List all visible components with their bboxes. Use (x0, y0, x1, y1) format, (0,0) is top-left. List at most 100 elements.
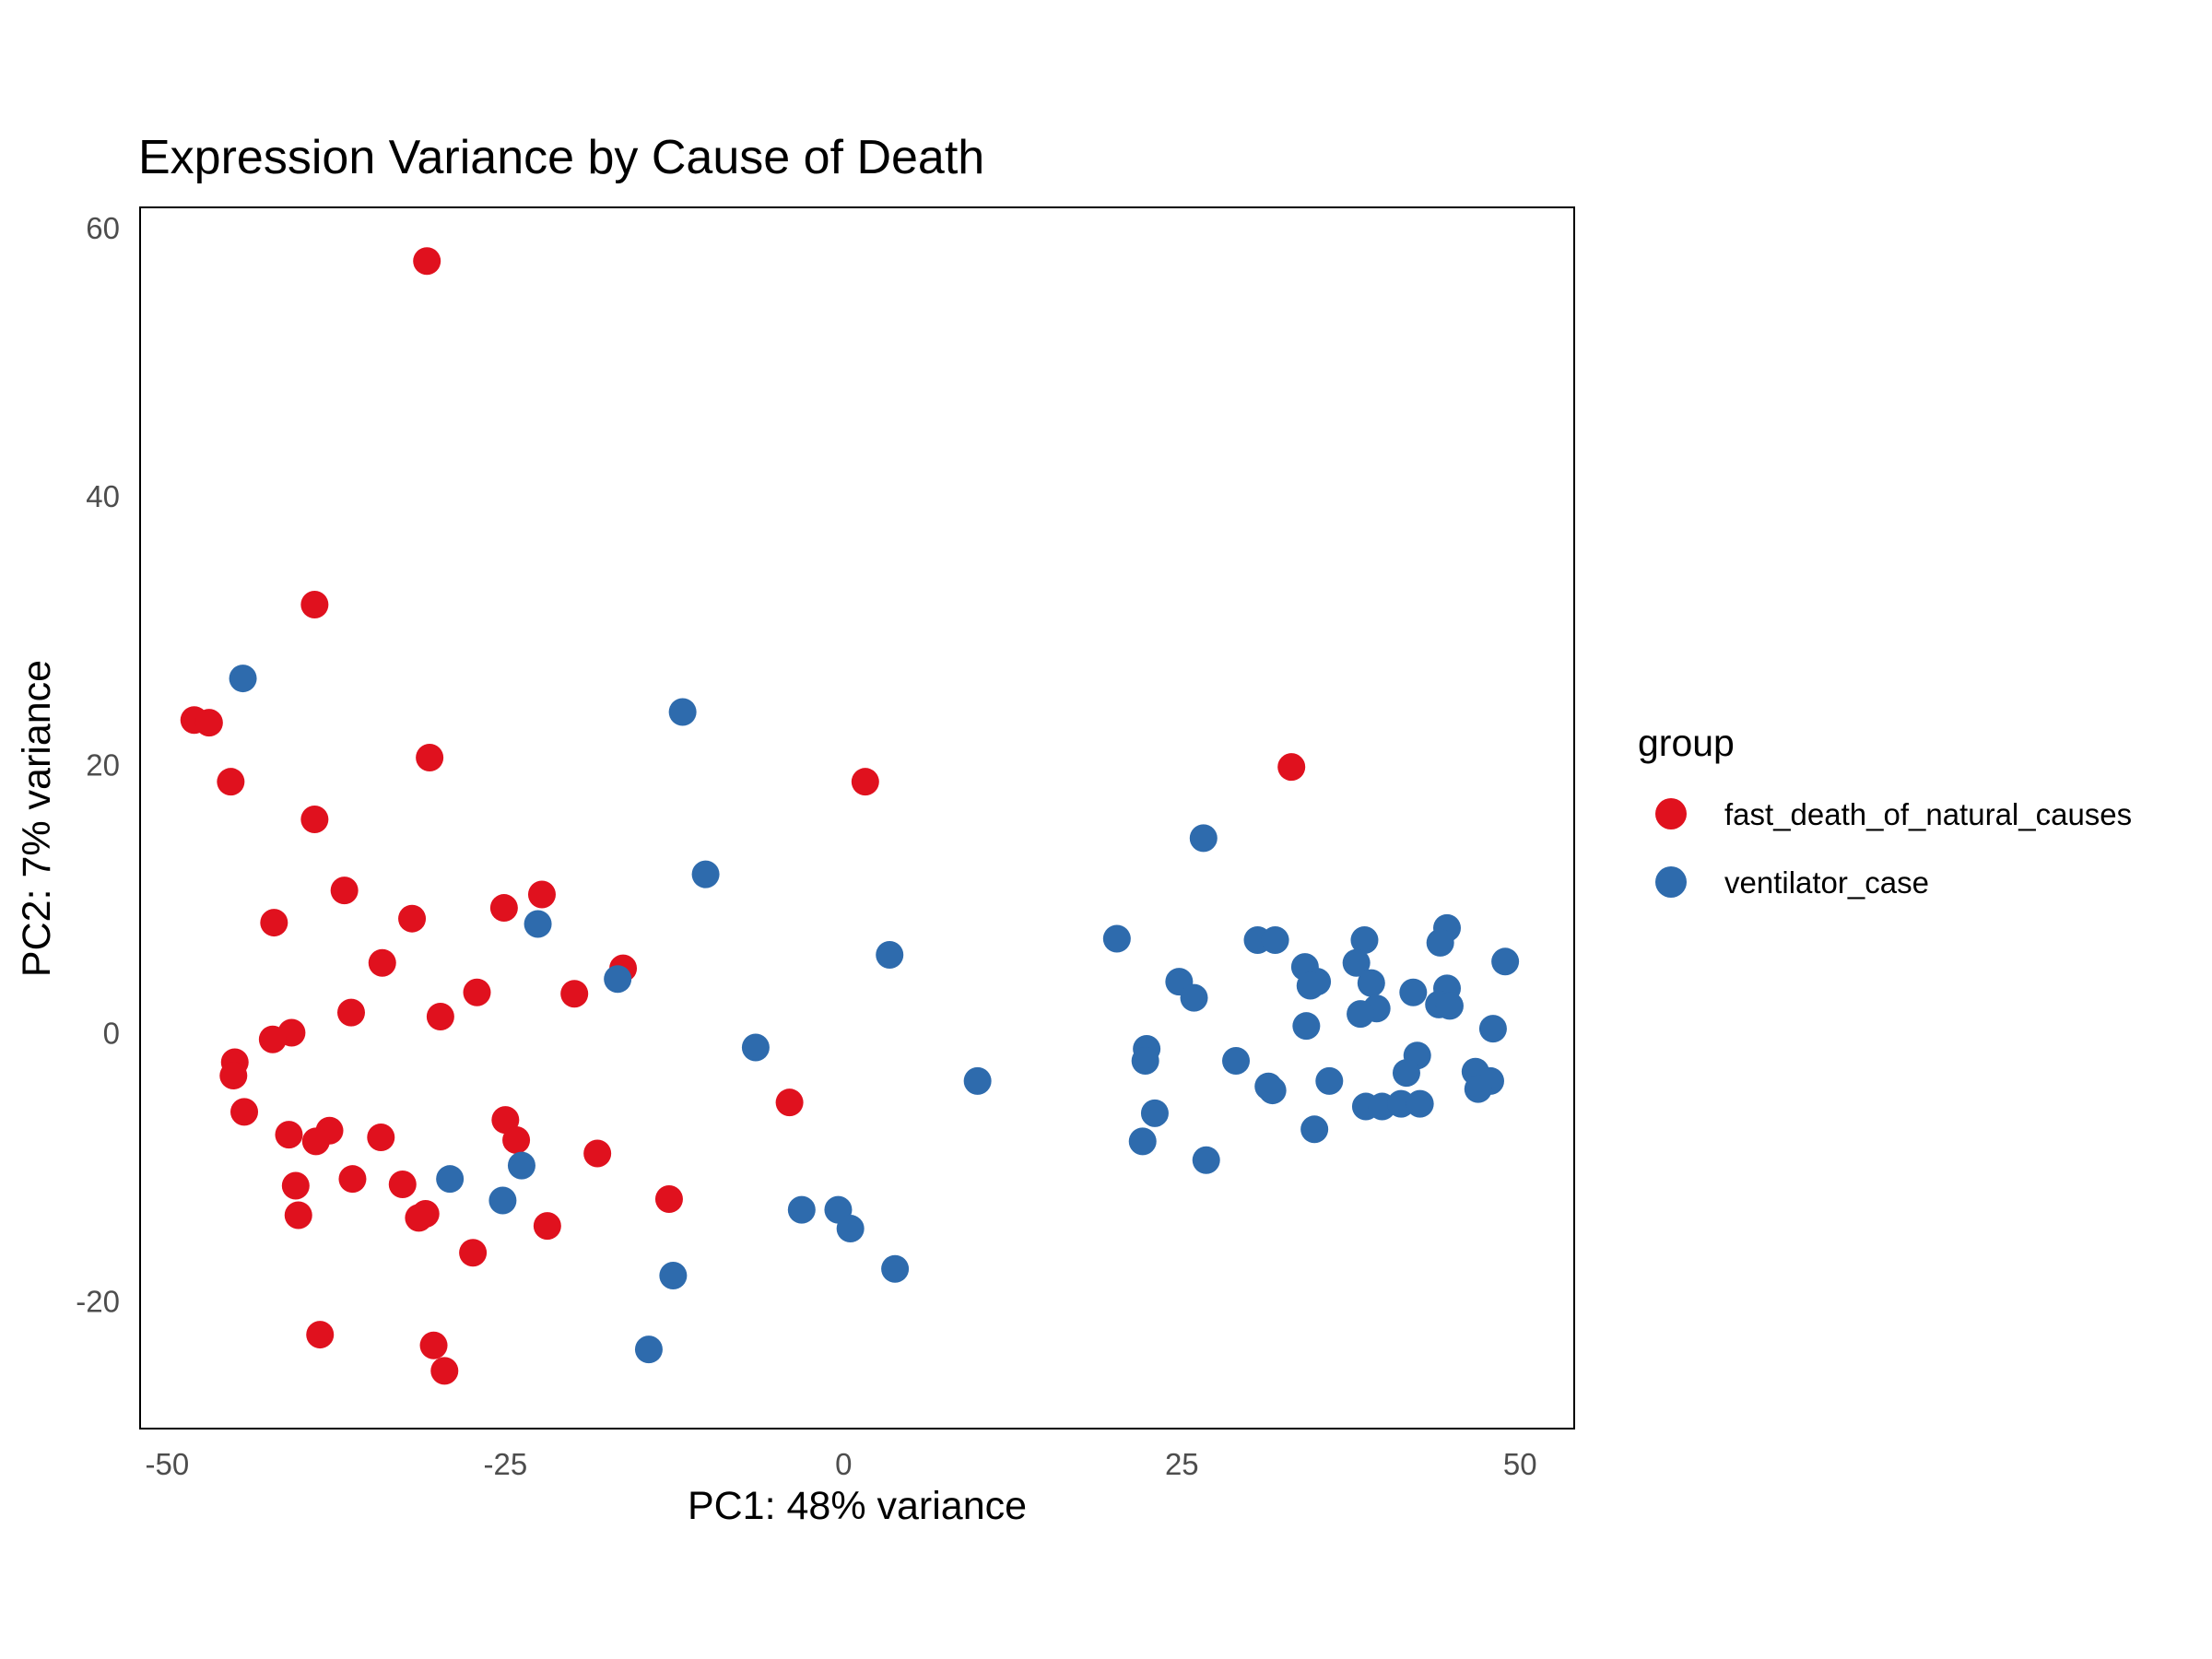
data-point-ventilator (1128, 1127, 1157, 1156)
data-point-fast-death (851, 768, 879, 796)
data-point-ventilator (668, 698, 697, 726)
data-point-ventilator (1102, 924, 1131, 953)
x-tick-label: 25 (1165, 1447, 1199, 1481)
data-point-fast-death (583, 1139, 612, 1168)
data-point-ventilator (507, 1151, 535, 1180)
data-point-ventilator (1180, 983, 1208, 1012)
data-point-ventilator (1399, 978, 1428, 1006)
x-tick-label: 0 (835, 1447, 852, 1481)
y-tick-label: 20 (86, 747, 120, 782)
legend: group fast_death_of_natural_causes venti… (1638, 722, 2132, 900)
points-layer (180, 247, 1520, 1385)
data-point-fast-death (489, 894, 518, 923)
data-point-fast-death (419, 1331, 448, 1359)
data-point-fast-death (338, 1165, 367, 1194)
data-point-fast-death (388, 1171, 417, 1198)
x-tick-label: 50 (1503, 1447, 1537, 1481)
data-point-ventilator (1140, 1099, 1169, 1127)
data-point-ventilator (1131, 1047, 1159, 1076)
data-point-ventilator (1392, 1059, 1420, 1088)
data-point-fast-death (281, 1171, 310, 1200)
y-axis-ticks: -20 0 20 40 60 (76, 211, 120, 1319)
data-point-fast-death (533, 1212, 561, 1241)
y-tick-label: -20 (76, 1285, 120, 1319)
legend-label-fast-death: fast_death_of_natural_causes (1724, 797, 2132, 831)
data-point-fast-death (1277, 753, 1306, 782)
data-point-ventilator (1296, 971, 1324, 1000)
data-point-ventilator (1491, 947, 1520, 976)
data-point-ventilator (836, 1215, 865, 1243)
y-tick-label: 40 (86, 479, 120, 513)
data-point-ventilator (1387, 1089, 1416, 1118)
data-point-fast-death (367, 1124, 395, 1152)
data-point-ventilator (963, 1066, 992, 1095)
data-point-ventilator (691, 860, 720, 888)
data-point-ventilator (1357, 969, 1385, 997)
data-point-fast-death (336, 998, 365, 1027)
data-point-fast-death (654, 1185, 683, 1214)
data-point-ventilator (1300, 1115, 1329, 1144)
data-point-ventilator (1258, 1077, 1287, 1105)
data-point-ventilator (1347, 1000, 1375, 1029)
data-point-fast-death (230, 1098, 259, 1126)
data-point-fast-death (330, 877, 359, 905)
legend-title: group (1638, 722, 1735, 764)
chart-title: Expression Variance by Cause of Death (138, 131, 984, 184)
data-point-fast-death (398, 904, 427, 933)
data-point-fast-death (284, 1201, 312, 1230)
data-point-ventilator (1406, 1089, 1434, 1118)
data-point-fast-death (459, 1239, 488, 1267)
data-point-ventilator (1222, 1047, 1251, 1076)
data-point-ventilator (1435, 992, 1464, 1020)
data-point-ventilator (1261, 926, 1289, 954)
data-point-ventilator (436, 1165, 465, 1194)
data-point-fast-death (260, 909, 288, 937)
data-point-fast-death (194, 709, 223, 737)
data-point-ventilator (634, 1335, 663, 1364)
data-point-fast-death (275, 1121, 303, 1149)
data-point-ventilator (881, 1254, 910, 1283)
data-point-ventilator (1464, 1075, 1492, 1103)
data-point-fast-death (560, 980, 589, 1008)
data-point-fast-death (405, 1204, 433, 1232)
data-point-fast-death (368, 948, 396, 977)
data-point-ventilator (1342, 948, 1371, 977)
y-axis-title: PC2: 7% variance (15, 660, 59, 977)
data-point-fast-death (300, 805, 329, 833)
data-point-fast-death (502, 1125, 531, 1154)
data-point-fast-death (217, 768, 245, 796)
data-point-fast-death (413, 247, 441, 276)
data-point-ventilator (787, 1195, 816, 1224)
data-point-ventilator (524, 910, 552, 938)
data-point-fast-death (430, 1357, 459, 1385)
data-point-ventilator (1292, 1012, 1321, 1041)
data-point-fast-death (775, 1088, 804, 1117)
data-point-fast-death (527, 880, 556, 909)
x-tick-label: -25 (483, 1447, 527, 1481)
data-point-ventilator (488, 1186, 517, 1215)
data-point-fast-death (426, 1002, 454, 1030)
plot-panel (139, 206, 1575, 1430)
data-point-ventilator (1315, 1066, 1344, 1095)
data-point-fast-death (416, 743, 444, 771)
data-point-fast-death (301, 1127, 330, 1156)
legend-swatch-ventilator (1655, 866, 1687, 898)
data-point-ventilator (604, 965, 632, 994)
data-point-ventilator (876, 941, 904, 970)
legend-label-ventilator: ventilator_case (1724, 865, 1929, 900)
data-point-fast-death (219, 1062, 248, 1090)
data-point-ventilator (229, 665, 257, 693)
data-point-ventilator (1192, 1146, 1220, 1174)
x-axis-title: PC1: 48% variance (688, 1484, 1027, 1528)
data-point-ventilator (741, 1033, 770, 1062)
data-point-ventilator (1350, 926, 1379, 954)
y-tick-label: 0 (103, 1016, 120, 1050)
data-point-fast-death (300, 590, 329, 618)
data-point-ventilator (1478, 1015, 1507, 1043)
legend-swatch-fast-death (1655, 798, 1687, 830)
y-tick-label: 60 (86, 211, 120, 245)
data-point-ventilator (1426, 928, 1454, 957)
x-tick-label: -50 (146, 1447, 190, 1481)
data-point-fast-death (463, 978, 491, 1006)
